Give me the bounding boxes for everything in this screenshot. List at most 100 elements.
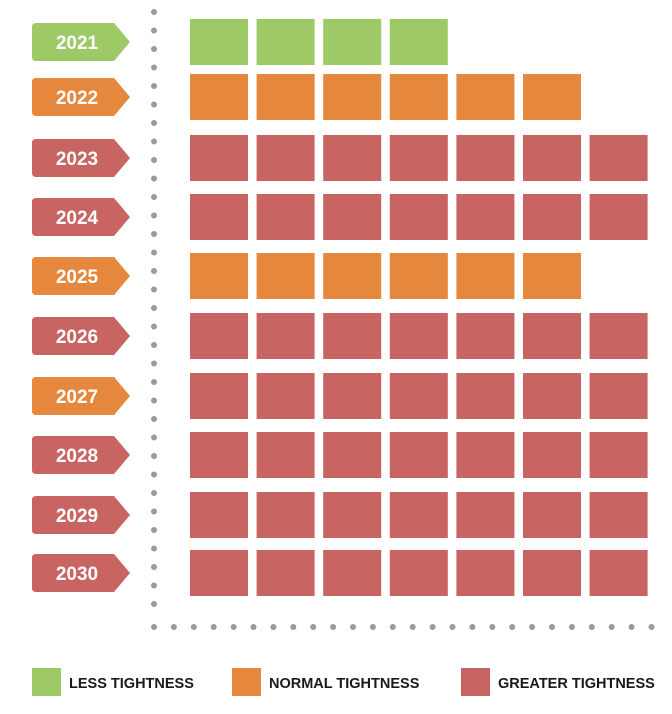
bar-block [323,432,382,478]
year-label: 2027 [56,387,98,408]
bar-block [256,313,315,359]
bar-block [323,313,382,359]
axis-dot [170,624,177,630]
bar-row-2021 [190,19,448,65]
bar-block [190,492,248,538]
bar-block [190,19,248,65]
axis-dot [151,194,157,200]
year-label: 2025 [56,267,99,288]
bar-block [389,373,448,419]
axis-dot [151,305,157,311]
axis-dot [151,323,157,330]
legend-swatch [461,668,490,696]
year-tag-shape [32,317,130,355]
bar-block [256,373,315,419]
axis-dot [151,286,157,293]
bar-block [256,253,315,299]
year-tag-2030: 2030 [32,554,130,592]
bar-block [589,194,648,240]
axis-dot [151,545,157,552]
bar-block [523,194,581,240]
axis-dot [151,231,157,237]
bar-block [589,432,648,478]
axis-dot [330,624,337,630]
bar-row-2023 [190,135,648,181]
bar-block [456,135,515,181]
axis-dot [568,624,575,630]
axis-dot [151,157,157,163]
bar-block [389,253,448,299]
year-tag-shape [32,257,130,295]
bar-block [389,135,448,181]
year-tag-2026: 2026 [32,317,130,355]
axis-dot [151,434,157,441]
bar-block [323,373,382,419]
axis-dot [151,175,157,182]
bar-block [323,253,382,299]
year-tag-2021: 2021 [32,23,130,61]
bar-block [589,550,648,596]
axis-dot [151,360,157,367]
bar-block [523,373,581,419]
axis-dot [151,527,157,533]
bar-block [190,313,248,359]
year-tag-shape [32,554,130,592]
year-tag-shape [32,78,130,116]
axis-dot [190,624,197,630]
axis-dot [210,624,217,630]
bar-row-2026 [190,313,648,359]
axis-dot [151,212,157,219]
axis-dot [489,624,496,630]
legend-label: LESS TIGHTNESS [69,676,194,692]
axis-dot [151,138,157,145]
axis-dot [151,582,157,589]
year-tag-2028: 2028 [32,436,130,474]
year-label: 2024 [56,208,99,229]
bar-block [456,373,515,419]
axis-dot [648,624,655,630]
axis-dot [549,624,555,630]
year-tag-shape [32,377,130,415]
axis-dot [151,83,157,89]
bar-block [256,74,315,120]
bar-block [523,432,581,478]
bar-block [389,313,448,359]
bar-block [523,492,581,538]
legend-label: NORMAL TIGHTNESS [269,676,420,692]
bar-block [589,313,648,359]
axis-dot [151,101,157,108]
bar-block [190,432,248,478]
axis-dot [310,624,317,630]
axis-dot [529,624,536,630]
year-label: 2030 [56,564,98,585]
bar-block [190,135,248,181]
axis-dot [429,624,436,630]
legend: LESS TIGHTNESS NORMAL TIGHTNESS GREATER TI… [32,668,655,696]
bar-row-2030 [190,550,648,596]
bar-block [389,432,448,478]
year-label: 2029 [56,506,98,527]
bar-block [389,74,448,120]
axis-dot [588,624,595,630]
axis-dot [409,624,416,630]
axis-dot [151,46,157,52]
year-tag-shape [32,198,130,236]
bar-block [256,194,315,240]
bar-block [589,492,648,538]
bar-block [323,550,382,596]
year-label: 2028 [56,446,98,467]
bar-block [456,253,515,299]
year-tag-2022: 2022 [32,78,130,116]
year-tag-shape [32,139,130,177]
year-label: 2022 [56,88,98,109]
bar-block [323,492,382,538]
year-label: 2021 [56,33,99,54]
bar-block [523,550,581,596]
axis-dot [151,9,157,15]
bar-row-2029 [190,492,648,538]
bar-block [323,19,382,65]
legend-label: GREATER TIGHTNESS [498,676,655,692]
bar-row-2028 [190,432,648,478]
bar-block [523,253,581,299]
